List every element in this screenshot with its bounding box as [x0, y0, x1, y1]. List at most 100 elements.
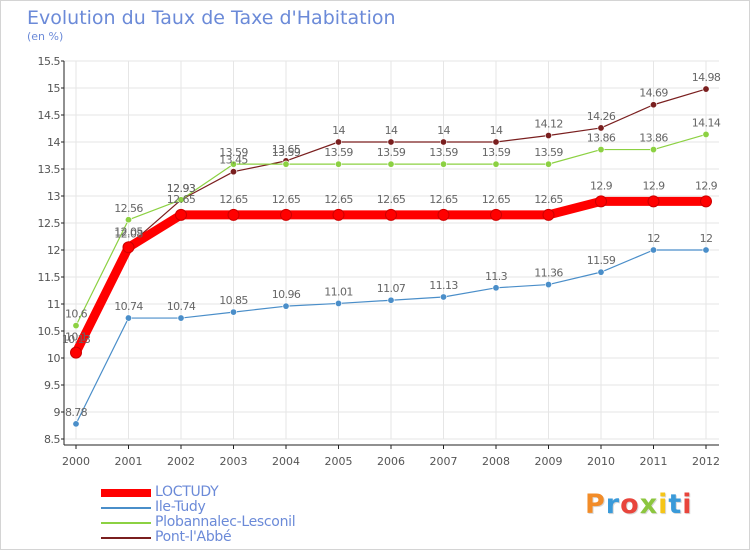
data-point-loctudy — [332, 208, 345, 221]
data-label-plobannalec-lesconil: 13.86 — [639, 132, 668, 145]
data-label-pont-l-abb: 14 — [490, 124, 503, 137]
legend-label-ile-tudy: Ile-Tudy — [155, 499, 206, 515]
data-label-plobannalec-lesconil: 13.59 — [534, 146, 563, 159]
data-point-loctudy — [280, 208, 292, 221]
data-point-plobannalec-lesconil — [230, 160, 238, 168]
logo-letter: x — [639, 489, 659, 520]
data-point-plobannalec-lesconil — [492, 160, 500, 168]
data-point-loctudy — [700, 195, 712, 208]
logo-letter: P — [585, 489, 606, 520]
legend-label-loctudy: LOCTUDY — [155, 484, 219, 500]
data-point-loctudy — [70, 346, 82, 359]
data-point-pont-l-abb — [597, 124, 605, 132]
data-label-pont-l-abb: 12.08 — [114, 228, 143, 241]
data-point-ile-tudy — [439, 293, 447, 301]
data-label-ile-tudy: 12 — [647, 232, 660, 245]
data-label-ile-tudy: 12 — [700, 232, 713, 245]
data-point-ile-tudy — [72, 420, 80, 428]
data-label-ile-tudy: 11.07 — [377, 282, 406, 295]
x-tick-label: 2002 — [167, 455, 195, 468]
data-label-plobannalec-lesconil: 14.14 — [692, 116, 721, 129]
data-point-loctudy — [227, 208, 240, 221]
y-tick-label: 11.5 — [38, 271, 61, 284]
data-label-ile-tudy: 11.36 — [534, 267, 563, 280]
data-label-ile-tudy: 11.01 — [324, 285, 353, 298]
y-tick-label: 15.5 — [38, 55, 61, 68]
logo-letter: o — [620, 489, 640, 520]
data-point-ile-tudy — [230, 308, 238, 316]
data-point-pont-l-abb — [649, 101, 657, 109]
chart-title: Evolution du Taux de Taxe d'Habitation — [27, 7, 396, 29]
x-tick-label: 2005 — [325, 455, 353, 468]
data-point-ile-tudy — [492, 284, 500, 292]
data-label-ile-tudy: 10.85 — [219, 294, 248, 307]
legend-label-plobannalec-lesconil: Plobannalec-Lesconil — [155, 514, 296, 530]
data-point-loctudy — [437, 208, 450, 221]
data-label-ile-tudy: 8.78 — [65, 406, 88, 419]
data-label-loctudy: 12.65 — [482, 193, 511, 206]
logo-letter: t — [668, 489, 683, 520]
data-point-pont-l-abb — [492, 138, 500, 146]
data-label-plobannalec-lesconil: 13.59 — [482, 146, 511, 159]
data-label-loctudy: 12.65 — [377, 193, 406, 206]
data-point-plobannalec-lesconil — [702, 130, 710, 138]
x-tick-label: 2003 — [220, 455, 248, 468]
data-point-plobannalec-lesconil — [282, 160, 290, 168]
data-point-pont-l-abb — [702, 85, 710, 93]
data-label-pont-l-abb: 12.93 — [167, 182, 196, 195]
y-tick-label: 9 — [54, 406, 61, 419]
data-label-pont-l-abb: 14.26 — [587, 110, 616, 123]
legend-swatch-plobannalec-lesconil — [101, 522, 151, 524]
data-point-loctudy — [122, 241, 135, 254]
logo-letter: i — [658, 489, 669, 520]
x-tick-label: 2004 — [272, 455, 300, 468]
data-label-plobannalec-lesconil: 10.6 — [65, 308, 88, 321]
data-point-ile-tudy — [702, 246, 710, 254]
y-tick-label: 13.5 — [38, 163, 61, 176]
x-tick-label: 2000 — [62, 455, 90, 468]
data-label-pont-l-abb: 13.45 — [219, 154, 248, 167]
data-label-plobannalec-lesconil: 13.59 — [272, 146, 301, 159]
data-label-loctudy: 12.65 — [534, 193, 563, 206]
proxiti-logo: Proxiti — [585, 489, 693, 520]
legend-swatch-ile-tudy — [101, 507, 151, 509]
y-tick-label: 9.5 — [44, 379, 60, 392]
data-point-ile-tudy — [282, 302, 290, 310]
data-point-pont-l-abb — [387, 138, 395, 146]
data-point-loctudy — [542, 208, 555, 221]
data-point-plobannalec-lesconil — [177, 196, 185, 204]
legend-swatch-pont-l-abbe — [101, 537, 151, 539]
series — [70, 85, 712, 428]
y-tick-label: 10.5 — [38, 325, 61, 338]
data-point-loctudy — [647, 195, 660, 208]
data-point-pont-l-abb — [334, 138, 342, 146]
data-label-pont-l-abb: 10.13 — [62, 333, 91, 346]
data-label-pont-l-abb: 14.12 — [534, 118, 563, 131]
data-point-pont-l-abb — [439, 138, 447, 146]
grid — [64, 60, 719, 440]
data-label-plobannalec-lesconil: 13.59 — [219, 146, 248, 159]
data-label-pont-l-abb: 14.98 — [692, 71, 721, 84]
data-label-pont-l-abb: 13.65 — [272, 143, 301, 156]
data-point-ile-tudy — [387, 296, 395, 304]
data-point-plobannalec-lesconil — [597, 146, 605, 154]
data-point-loctudy — [595, 195, 607, 208]
data-label-loctudy: 12.65 — [219, 193, 248, 206]
y-tick-label: 12.5 — [38, 217, 61, 230]
data-point-plobannalec-lesconil — [387, 160, 395, 168]
data-point-ile-tudy — [125, 314, 133, 322]
data-label-pont-l-abb: 14 — [385, 124, 398, 137]
axes: 8.599.51010.51111.51212.51313.51414.5151… — [38, 55, 721, 468]
x-tick-label: 2007 — [430, 455, 458, 468]
data-point-loctudy — [385, 208, 397, 221]
x-tick-label: 2011 — [640, 455, 668, 468]
data-point-plobannalec-lesconil — [125, 216, 133, 224]
data-label-plobannalec-lesconil: 13.59 — [429, 146, 458, 159]
data-point-pont-l-abb — [230, 168, 238, 176]
data-point-ile-tudy — [649, 246, 657, 254]
data-point-ile-tudy — [544, 281, 552, 289]
logo-letter: r — [605, 489, 621, 520]
data-label-loctudy: 12.05 — [114, 225, 143, 238]
y-tick-label: 8.5 — [44, 433, 60, 446]
